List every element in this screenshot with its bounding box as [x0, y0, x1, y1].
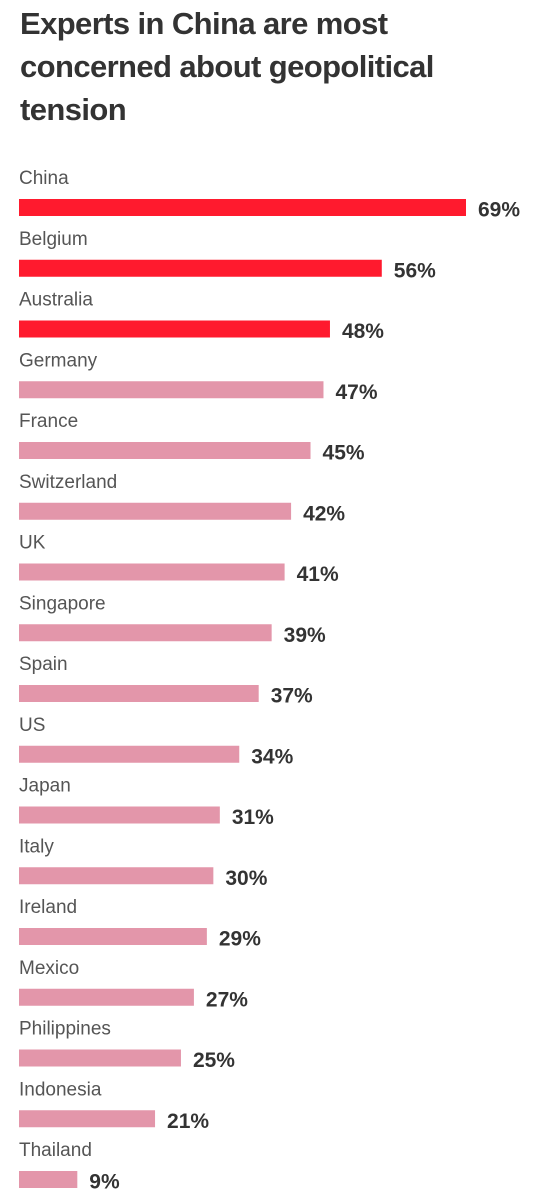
- category-label-spain: Spain: [19, 654, 68, 675]
- value-label-china: 69%: [478, 199, 520, 222]
- value-label-philippines: 25%: [193, 1049, 235, 1072]
- category-label-germany: Germany: [19, 350, 98, 371]
- bar-spain: [19, 685, 259, 702]
- category-label-philippines: Philippines: [19, 1019, 111, 1040]
- bar-philippines: [19, 1049, 181, 1067]
- category-label-australia: Australia: [19, 290, 93, 311]
- category-label-italy: Italy: [19, 836, 54, 857]
- value-label-australia: 48%: [342, 320, 384, 343]
- bar-germany: [19, 381, 324, 399]
- category-label-uk: UK: [19, 533, 46, 554]
- bar-ireland: [19, 928, 207, 945]
- bar-china: [19, 199, 466, 216]
- value-label-ireland: 29%: [219, 928, 261, 951]
- value-label-germany: 47%: [335, 381, 377, 404]
- value-label-mexico: 27%: [206, 988, 248, 1011]
- category-label-indonesia: Indonesia: [19, 1079, 102, 1100]
- value-label-japan: 31%: [232, 806, 274, 829]
- category-label-ireland: Ireland: [19, 897, 77, 918]
- bar-us: [19, 745, 240, 763]
- value-label-thailand: 9%: [89, 1171, 120, 1194]
- category-label-thailand: Thailand: [19, 1140, 92, 1161]
- category-label-belgium: Belgium: [19, 229, 88, 250]
- category-label-france: France: [19, 411, 78, 432]
- bar-singapore: [19, 624, 272, 642]
- value-label-indonesia: 21%: [167, 1110, 209, 1133]
- value-label-france: 45%: [323, 442, 365, 465]
- value-label-switzerland: 42%: [303, 502, 345, 525]
- category-label-china: China: [19, 168, 69, 189]
- bar-thailand: [19, 1171, 78, 1188]
- value-label-spain: 37%: [271, 685, 313, 708]
- category-label-us: US: [19, 715, 45, 736]
- bar-australia: [19, 320, 330, 338]
- bar-japan: [19, 806, 220, 824]
- category-label-mexico: Mexico: [19, 958, 79, 979]
- value-label-italy: 30%: [225, 867, 267, 890]
- bar-switzerland: [19, 502, 292, 520]
- bar-indonesia: [19, 1110, 156, 1128]
- bar-italy: [19, 867, 214, 885]
- category-label-switzerland: Switzerland: [19, 472, 117, 493]
- bar-uk: [19, 563, 285, 581]
- chart-title: Experts in China are most concerned abou…: [20, 6, 434, 127]
- value-label-singapore: 39%: [284, 624, 326, 647]
- bar-mexico: [19, 988, 194, 1006]
- value-label-uk: 41%: [297, 563, 339, 586]
- category-label-japan: Japan: [19, 776, 71, 797]
- value-label-us: 34%: [251, 745, 293, 768]
- bar-belgium: [19, 259, 382, 277]
- bar-france: [19, 442, 311, 459]
- category-label-singapore: Singapore: [19, 593, 106, 614]
- value-label-belgium: 56%: [394, 259, 436, 282]
